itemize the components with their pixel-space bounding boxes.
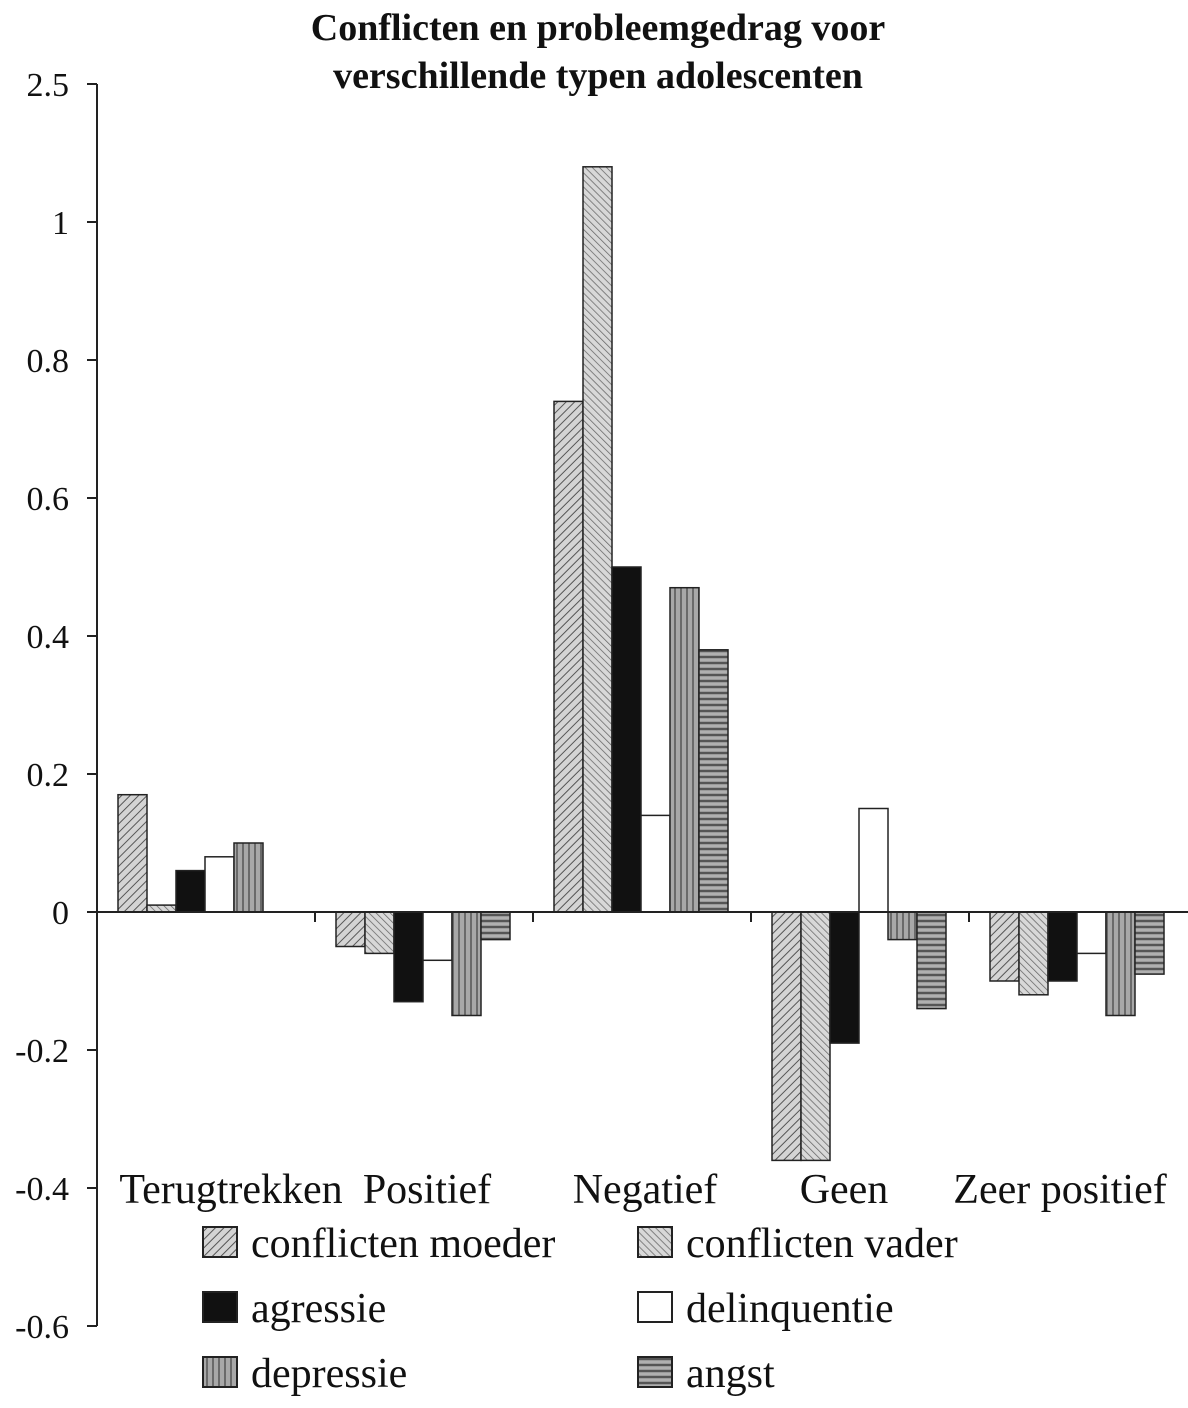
bars-group bbox=[117, 166, 1165, 1162]
bar-delinquentie-terugtrekken bbox=[204, 856, 235, 913]
bar-angst-positief bbox=[480, 911, 511, 941]
x-axis bbox=[97, 911, 1188, 922]
bar-agressie-zeer-positief bbox=[1047, 911, 1078, 982]
y-tick-label: -0.2 bbox=[15, 1033, 69, 1070]
y-tick-label: 0 bbox=[52, 895, 69, 932]
bar-agressie-negatief bbox=[611, 566, 642, 913]
legend-item: delinquentie bbox=[637, 1286, 894, 1332]
bar-conflicten-moeder-geen bbox=[771, 911, 802, 1162]
legend-item: depressie bbox=[202, 1351, 407, 1397]
bar-conflicten-vader-positief bbox=[364, 911, 395, 955]
y-tick-label: -0.6 bbox=[15, 1309, 69, 1346]
bar-depressie-terugtrekken bbox=[233, 842, 264, 913]
y-tick-label: 2.5 bbox=[27, 67, 70, 104]
legend-label: angst bbox=[686, 1351, 775, 1397]
bar-angst-zeer-positief bbox=[1134, 911, 1165, 975]
y-axis: 2.5 1 0.8 0.6 0.4 0.2 0 -0.2 -0.4 -0.6 bbox=[15, 67, 98, 1346]
legend-item: angst bbox=[637, 1351, 775, 1397]
legend-label: delinquentie bbox=[686, 1286, 894, 1332]
chart-title: Conflicten en probleemgedrag voor versch… bbox=[311, 7, 886, 97]
legend-label: conflicten vader bbox=[686, 1221, 958, 1267]
x-category-label: Zeer positief bbox=[953, 1167, 1166, 1213]
y-tick-label: 1 bbox=[52, 205, 69, 242]
x-category-label: Negatief bbox=[573, 1167, 718, 1213]
y-tick-label: -0.4 bbox=[15, 1171, 69, 1208]
bar-depressie-zeer-positief bbox=[1105, 911, 1136, 1017]
bar-agressie-positief bbox=[393, 911, 424, 1003]
bar-delinquentie-geen bbox=[858, 807, 889, 913]
x-category-label: Positief bbox=[363, 1167, 491, 1213]
bar-conflicten-moeder-negatief bbox=[553, 400, 584, 913]
legend-swatch bbox=[637, 1291, 673, 1323]
bar-conflicten-vader-negatief bbox=[582, 166, 613, 913]
bar-angst-geen bbox=[916, 911, 947, 1010]
bar-agressie-geen bbox=[829, 911, 860, 1044]
bar-conflicten-vader-zeer-positief bbox=[1018, 911, 1049, 996]
x-category-label: Geen bbox=[800, 1167, 889, 1213]
bar-depressie-geen bbox=[887, 911, 918, 941]
bar-conflicten-moeder-terugtrekken bbox=[117, 793, 148, 913]
legend-item: agressie bbox=[202, 1286, 386, 1332]
bar-delinquentie-negatief bbox=[640, 814, 671, 913]
y-tick-label: 0.6 bbox=[27, 481, 70, 518]
bar-delinquentie-zeer-positief bbox=[1076, 911, 1107, 955]
bar-conflicten-moeder-zeer-positief bbox=[989, 911, 1020, 982]
legend-label: depressie bbox=[251, 1351, 407, 1397]
bar-depressie-positief bbox=[451, 911, 482, 1017]
y-tick-label: 0.8 bbox=[27, 343, 70, 380]
legend-item: conflicten moeder bbox=[202, 1221, 555, 1267]
chart-title-line-2: verschillende typen adolescenten bbox=[333, 55, 863, 97]
bar-delinquentie-positief bbox=[422, 911, 453, 962]
y-tick-label: 0.4 bbox=[27, 619, 70, 656]
legend-item: conflicten vader bbox=[637, 1221, 958, 1267]
bar-conflicten-moeder-positief bbox=[335, 911, 366, 948]
bar-agressie-terugtrekken bbox=[175, 869, 206, 913]
legend-swatch bbox=[202, 1291, 238, 1323]
chart-title-line-1: Conflicten en probleemgedrag voor bbox=[311, 7, 886, 49]
legend-swatch bbox=[637, 1356, 673, 1388]
legend-swatch bbox=[202, 1226, 238, 1258]
legend-label: agressie bbox=[251, 1286, 386, 1332]
bar-depressie-negatief bbox=[669, 586, 700, 913]
bar-conflicten-vader-terugtrekken bbox=[146, 904, 177, 913]
bar-conflicten-vader-geen bbox=[800, 911, 831, 1162]
legend-swatch bbox=[637, 1226, 673, 1258]
x-category-label: Terugtrekken bbox=[119, 1167, 342, 1213]
legend: conflicten moeder conflicten vader agressi… bbox=[202, 1221, 958, 1397]
legend-swatch bbox=[202, 1356, 238, 1388]
bar-angst-negatief bbox=[698, 649, 729, 913]
category-labels: Terugtrekken Positief Negatief Geen Zeer pos… bbox=[119, 1167, 1166, 1213]
y-tick-label: 0.2 bbox=[27, 757, 70, 794]
legend-label: conflicten moeder bbox=[251, 1221, 555, 1267]
